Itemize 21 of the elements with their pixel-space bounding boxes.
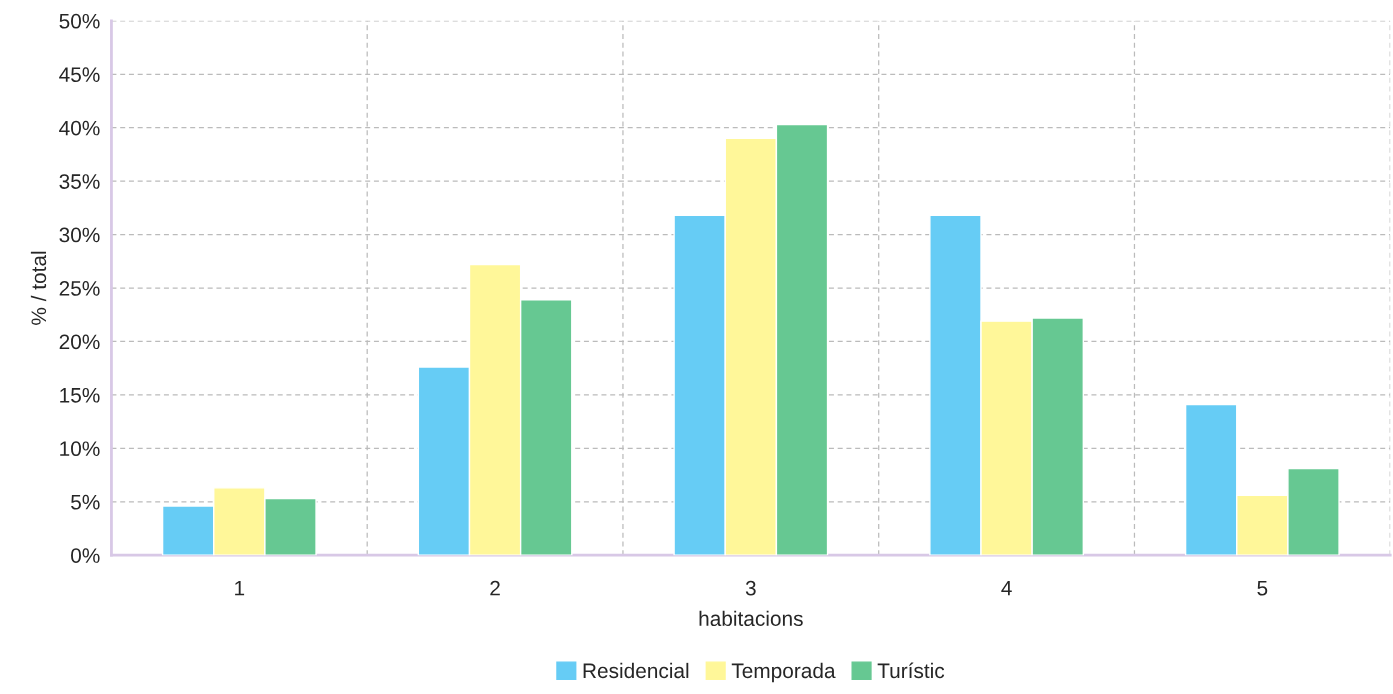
y-tick-label: 10%: [60, 441, 100, 457]
y-tick-label: 30%: [59, 227, 100, 243]
y-tick-label: 40%: [59, 120, 100, 136]
x-tick-label: 4: [1001, 580, 1012, 596]
y-tick-label: 0%: [71, 548, 100, 563]
x-tick-label: 1: [235, 580, 245, 596]
legend-label: Turístic: [877, 662, 945, 679]
y-tick-label: 35%: [59, 174, 100, 189]
legend-label: Residencial: [583, 662, 689, 679]
legend-label: Temporada: [731, 662, 836, 683]
y-tick-label: 25%: [59, 281, 100, 296]
x-tick-label: 2: [490, 580, 500, 596]
x-tick-label: 5: [1257, 580, 1268, 596]
y-axis-title: % / total: [30, 251, 47, 325]
y-tick-label: 50%: [59, 13, 100, 29]
x-axis-title: habitacions: [699, 610, 803, 627]
y-tick-label: 45%: [59, 67, 100, 83]
x-tick-label: 3: [745, 580, 756, 596]
y-tick-label: 15%: [60, 387, 100, 403]
y-tick-label: 20%: [59, 334, 100, 350]
y-tick-label: 5%: [71, 494, 100, 510]
